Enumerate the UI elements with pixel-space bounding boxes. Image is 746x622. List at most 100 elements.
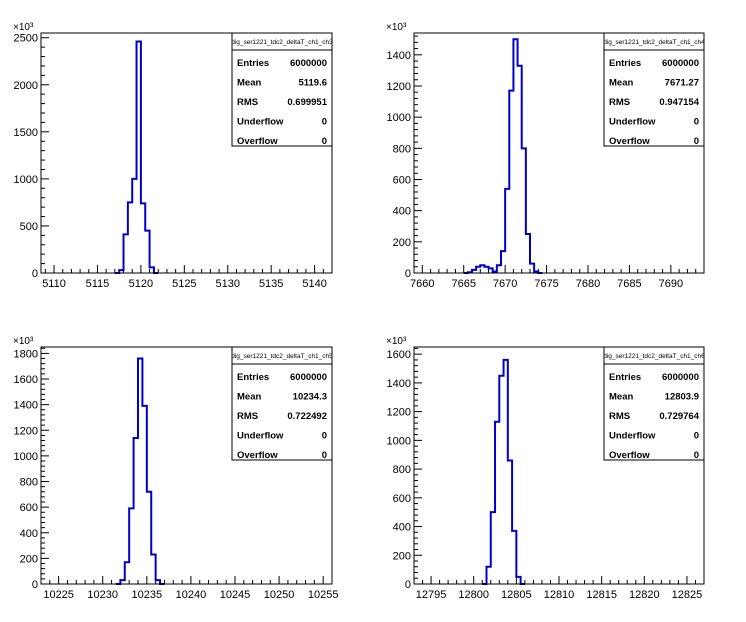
x-tick-label: 10255 bbox=[308, 589, 339, 601]
y-tick-label: 0 bbox=[32, 579, 38, 591]
stats-overflow-value: 0 bbox=[322, 450, 327, 461]
histogram-panel-1: 5110 5115 5120 5125 5130 5135 5140 0 500 1000 1500… bbox=[13, 22, 333, 290]
x-tick-label: 10250 bbox=[264, 589, 295, 601]
histogram-bin bbox=[513, 39, 517, 273]
y-tick-label: 200 bbox=[393, 237, 411, 249]
stats-box: dig_ser1221_tdc2_deltaT_ch1_ch5 Entries 60… bbox=[231, 346, 333, 461]
y-tick-label: 1400 bbox=[387, 378, 411, 390]
stats-box: dig_ser1221_tdc2_deltaT_ch1_ch3 Entries 60… bbox=[231, 32, 333, 147]
histogram-bin bbox=[512, 531, 516, 584]
stats-rms-value: 0.947154 bbox=[659, 97, 699, 108]
histogram-bin bbox=[526, 234, 530, 273]
x-tick-label: 7675 bbox=[534, 278, 558, 290]
stats-mean-label: Mean bbox=[609, 392, 633, 403]
stats-mean-label: Mean bbox=[609, 78, 633, 89]
stats-underflow-value: 0 bbox=[322, 431, 327, 442]
stats-title: dig_ser1221_tdc2_deltaT_ch1_ch3 bbox=[231, 39, 333, 46]
histogram-bin bbox=[476, 267, 480, 273]
y-tick-label: 400 bbox=[20, 528, 38, 540]
stats-box-frame bbox=[231, 32, 333, 147]
y-tick-label: 1200 bbox=[14, 425, 38, 437]
histogram-bin bbox=[497, 265, 501, 273]
stats-entries-value: 6000000 bbox=[290, 58, 327, 69]
stats-mean-value: 10234.3 bbox=[293, 392, 327, 403]
stats-entries-label: Entries bbox=[237, 58, 269, 69]
y-tick-label: 1600 bbox=[387, 349, 411, 361]
stats-mean-value: 7671.27 bbox=[665, 78, 699, 89]
histogram-bin bbox=[141, 203, 145, 273]
x-tick-label: 12805 bbox=[501, 589, 532, 601]
x-tick-label: 7685 bbox=[617, 278, 641, 290]
stats-underflow-label: Underflow bbox=[237, 117, 284, 128]
x-tick-label: 5115 bbox=[86, 278, 110, 290]
histogram-bin bbox=[530, 264, 534, 273]
histogram-bin bbox=[142, 406, 146, 584]
histogram-series bbox=[482, 358, 525, 585]
stats-underflow-value: 0 bbox=[694, 431, 699, 442]
histogram-bin bbox=[120, 580, 124, 584]
stats-rms-value: 0.729764 bbox=[659, 411, 699, 422]
x-tick-label: 5130 bbox=[216, 278, 240, 290]
y-tick-label: 1500 bbox=[14, 127, 38, 139]
y-tick-label: 200 bbox=[20, 553, 38, 565]
x-tick-label: 5135 bbox=[259, 278, 283, 290]
stats-mean-label: Mean bbox=[237, 392, 261, 403]
stats-underflow-label: Underflow bbox=[609, 431, 656, 442]
stats-rms-value: 0.699951 bbox=[287, 97, 327, 108]
y-tick-label: 1400 bbox=[14, 400, 38, 412]
histogram-bin bbox=[504, 360, 508, 584]
y-tick-label: 1200 bbox=[387, 407, 411, 419]
stats-overflow-label: Overflow bbox=[609, 136, 650, 147]
stats-rms-value: 0.722492 bbox=[287, 411, 327, 422]
y-tick-label: 0 bbox=[32, 268, 38, 280]
stats-rms-label: RMS bbox=[609, 411, 630, 422]
histogram-bin bbox=[132, 179, 136, 273]
histogram-panel-4: 12795 12800 12805 12810 12815 12820 12825 0 200 4… bbox=[386, 336, 705, 601]
stats-title: dig_ser1221_tdc2_deltaT_ch1_ch6 bbox=[603, 353, 705, 360]
histogram-bin bbox=[484, 267, 488, 273]
stats-box: dig_ser1221_tdc2_deltaT_ch1_ch4 Entries 60… bbox=[603, 32, 705, 147]
x-tick-label: 12795 bbox=[416, 589, 447, 601]
histogram-bin bbox=[491, 512, 495, 584]
x-tick-label: 5110 bbox=[42, 278, 66, 290]
stats-underflow-label: Underflow bbox=[237, 431, 284, 442]
x-tick-label: 7680 bbox=[576, 278, 600, 290]
stats-title: dig_ser1221_tdc2_deltaT_ch1_ch4 bbox=[603, 39, 705, 46]
y-tick-label: 1800 bbox=[14, 348, 38, 360]
stats-underflow-label: Underflow bbox=[609, 117, 656, 128]
x-tick-label: 10235 bbox=[132, 589, 163, 601]
y-tick-label: 800 bbox=[393, 143, 411, 155]
histogram-bin bbox=[501, 251, 505, 273]
y-tick-label: 800 bbox=[20, 477, 38, 489]
y-tick-label: 600 bbox=[393, 174, 411, 186]
histogram-bin bbox=[156, 580, 160, 584]
histogram-series bbox=[114, 40, 159, 274]
stats-underflow-value: 0 bbox=[694, 117, 699, 128]
histogram-panel-2: 7660 7665 7670 7675 7680 7685 7690 0 200 400 600 80… bbox=[386, 22, 705, 290]
histogram-bin bbox=[145, 231, 149, 273]
y-tick-label: 600 bbox=[20, 502, 38, 514]
y-tick-label: 600 bbox=[393, 493, 411, 505]
x-tick-label: 12815 bbox=[586, 589, 617, 601]
x-tick-label: 10245 bbox=[220, 589, 251, 601]
histogram-bin bbox=[138, 359, 142, 584]
stats-mean-value: 12803.9 bbox=[665, 392, 699, 403]
y-tick-label: 200 bbox=[393, 550, 411, 562]
histogram-bin bbox=[151, 555, 155, 584]
histogram-bin bbox=[508, 460, 512, 584]
x-tick-label: 10240 bbox=[176, 589, 207, 601]
x-tick-label: 12825 bbox=[672, 589, 703, 601]
stats-entries-value: 6000000 bbox=[662, 372, 699, 383]
y-axis-exponent-label: ×10³ bbox=[386, 22, 407, 33]
histogram-bin bbox=[487, 567, 491, 584]
x-tick-label: 10230 bbox=[87, 589, 118, 601]
y-tick-label: 400 bbox=[393, 206, 411, 218]
stats-mean-label: Mean bbox=[237, 78, 261, 89]
histogram-bin bbox=[134, 438, 138, 584]
y-tick-label: 1000 bbox=[387, 435, 411, 447]
stats-mean-value: 5119.6 bbox=[298, 78, 327, 89]
histogram-bin bbox=[128, 202, 132, 273]
y-tick-label: 1000 bbox=[14, 174, 38, 186]
x-tick-label: 5120 bbox=[129, 278, 153, 290]
